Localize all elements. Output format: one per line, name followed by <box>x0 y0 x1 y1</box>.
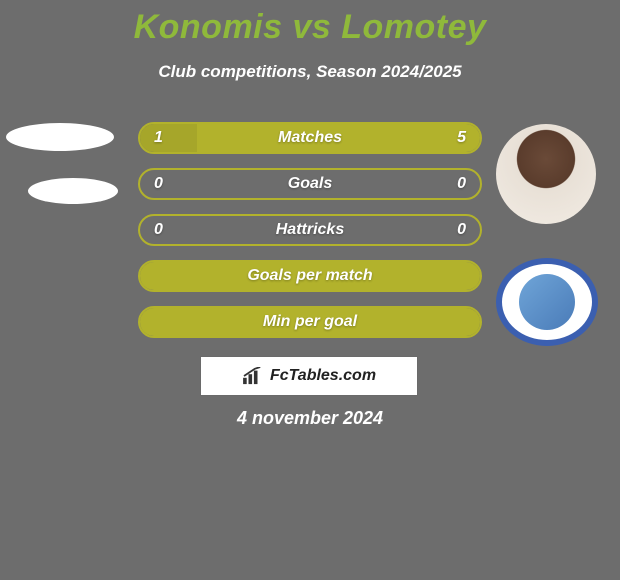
stat-label: Goals per match <box>247 267 372 285</box>
subtitle: Club competitions, Season 2024/2025 <box>0 62 620 82</box>
stat-row: Matches 1 5 <box>138 122 482 154</box>
stat-label: Matches <box>278 129 342 147</box>
date-label: 4 november 2024 <box>0 408 620 429</box>
stat-label: Min per goal <box>263 313 357 331</box>
player-right-avatar <box>496 124 596 224</box>
player-left-placeholder-2 <box>28 178 118 204</box>
page-title: Konomis vs Lomotey <box>0 8 620 47</box>
player-left-placeholder-1 <box>6 123 114 151</box>
stat-label: Goals <box>288 175 332 193</box>
stat-value-right: 5 <box>457 129 466 147</box>
stat-row: Goals 0 0 <box>138 168 482 200</box>
stat-label: Hattricks <box>276 221 344 239</box>
stats-panel: Matches 1 5 Goals 0 0 Hattricks 0 0 Goals per mat… <box>138 122 482 352</box>
stat-row: Goals per match <box>138 260 482 292</box>
club-badge-inner <box>519 274 575 330</box>
stat-value-left: 0 <box>154 221 163 239</box>
brand-box: FcTables.com <box>200 356 418 396</box>
comparison-infographic: Konomis vs Lomotey Club competitions, Se… <box>0 0 620 580</box>
brand-chart-icon <box>242 367 264 385</box>
stat-fill-left <box>140 124 197 152</box>
stat-row: Hattricks 0 0 <box>138 214 482 246</box>
brand-label: FcTables.com <box>270 367 376 385</box>
stat-value-right: 0 <box>457 221 466 239</box>
stat-value-left: 0 <box>154 175 163 193</box>
stat-row: Min per goal <box>138 306 482 338</box>
club-right-badge <box>496 258 598 346</box>
stat-value-left: 1 <box>154 129 163 147</box>
stat-value-right: 0 <box>457 175 466 193</box>
